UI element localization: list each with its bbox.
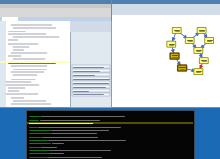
FancyBboxPatch shape xyxy=(178,65,187,71)
Bar xyxy=(72,69,110,72)
Bar xyxy=(112,4,220,15)
FancyBboxPatch shape xyxy=(167,41,176,47)
Bar xyxy=(194,0,220,159)
FancyBboxPatch shape xyxy=(172,27,181,33)
Bar xyxy=(0,0,111,107)
Bar xyxy=(72,85,110,88)
Bar xyxy=(0,21,70,107)
Bar xyxy=(0,107,220,110)
Bar xyxy=(112,0,220,4)
Bar xyxy=(112,0,220,107)
Bar xyxy=(0,0,111,4)
Bar xyxy=(72,89,110,92)
Bar xyxy=(72,93,110,96)
Bar xyxy=(70,21,111,32)
FancyBboxPatch shape xyxy=(170,53,179,59)
FancyBboxPatch shape xyxy=(199,58,208,64)
FancyBboxPatch shape xyxy=(194,69,203,75)
Bar xyxy=(27,122,193,124)
FancyBboxPatch shape xyxy=(197,27,206,33)
Bar xyxy=(72,81,110,84)
FancyBboxPatch shape xyxy=(205,38,214,43)
Bar xyxy=(72,77,110,80)
Bar xyxy=(0,17,111,21)
Bar xyxy=(0,0,26,159)
Bar xyxy=(0,4,111,8)
Bar xyxy=(70,21,111,107)
FancyBboxPatch shape xyxy=(194,48,203,54)
Bar xyxy=(2,17,18,21)
Bar xyxy=(26,110,194,159)
FancyBboxPatch shape xyxy=(185,38,194,43)
Bar xyxy=(0,8,111,17)
Bar xyxy=(72,65,110,68)
Bar xyxy=(0,21,6,107)
Bar xyxy=(112,15,220,107)
Bar xyxy=(0,61,70,63)
Bar xyxy=(72,73,110,76)
